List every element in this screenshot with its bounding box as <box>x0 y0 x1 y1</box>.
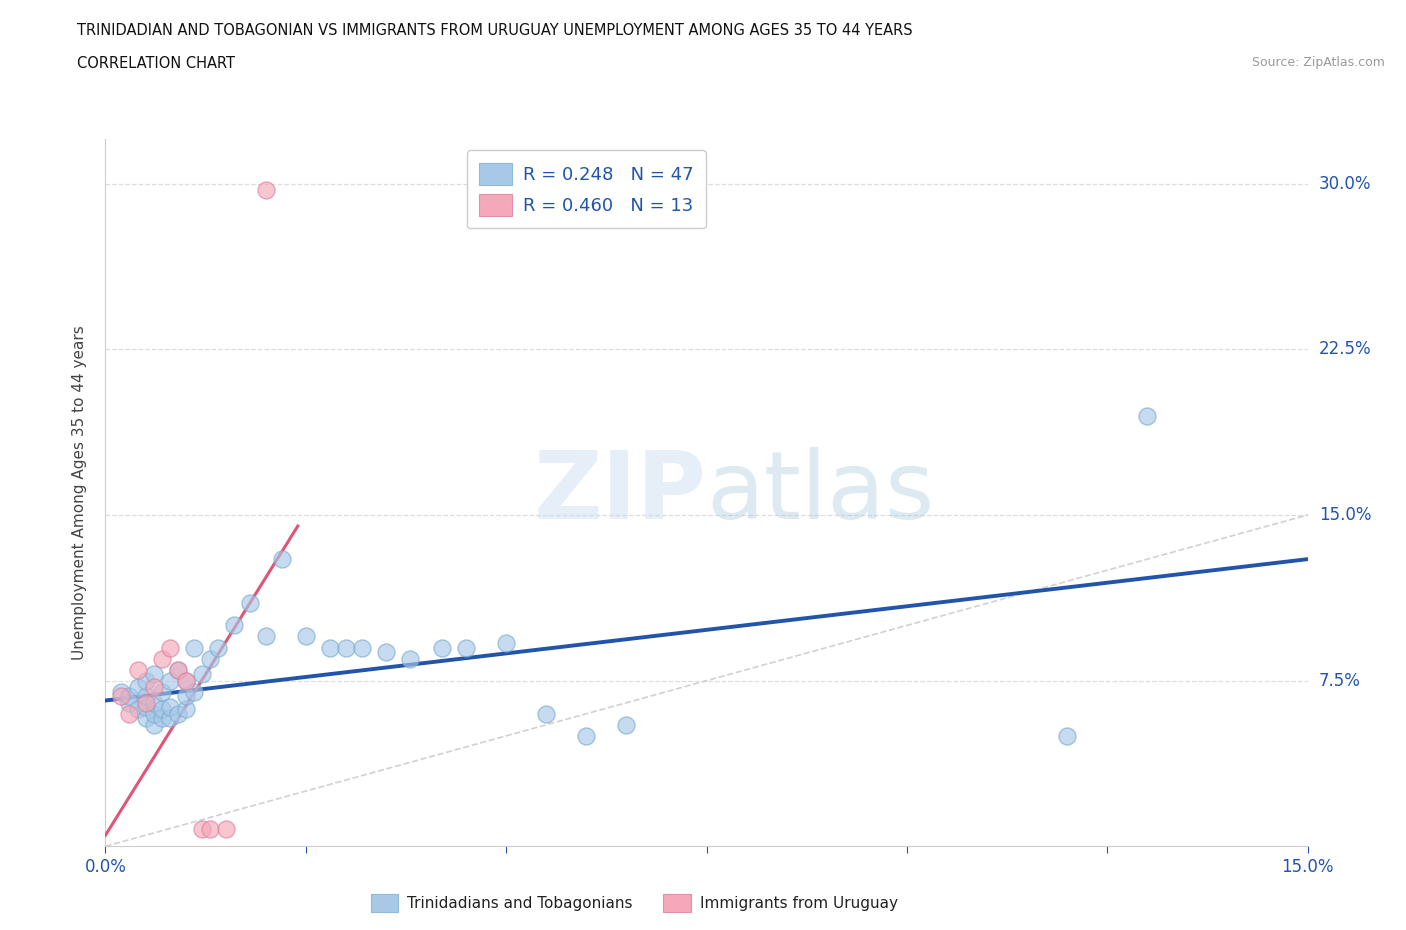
Point <box>110 688 132 703</box>
Point <box>110 684 132 699</box>
Point <box>142 696 165 711</box>
Text: Source: ZipAtlas.com: Source: ZipAtlas.com <box>1251 56 1385 69</box>
Point <box>207 640 229 655</box>
Point <box>150 651 173 666</box>
Point <box>135 688 157 703</box>
Point <box>254 629 277 644</box>
Text: 7.5%: 7.5% <box>1319 671 1361 690</box>
Point <box>335 640 357 655</box>
Point <box>127 662 149 677</box>
Point <box>135 696 157 711</box>
Point <box>575 728 598 743</box>
Point <box>454 640 477 655</box>
Point <box>118 707 141 722</box>
Point <box>150 711 173 725</box>
Point <box>127 680 149 695</box>
Point <box>142 667 165 682</box>
Text: 22.5%: 22.5% <box>1319 340 1371 358</box>
Point <box>183 640 205 655</box>
Point <box>142 707 165 722</box>
Point <box>222 618 245 633</box>
Point <box>150 684 173 699</box>
Point <box>254 183 277 198</box>
Point <box>118 688 141 703</box>
Point <box>430 640 453 655</box>
Text: atlas: atlas <box>707 447 935 538</box>
Point <box>495 636 517 651</box>
Point <box>190 667 212 682</box>
Point <box>135 673 157 688</box>
Point <box>399 651 422 666</box>
Point <box>1056 728 1078 743</box>
Point <box>190 821 212 836</box>
Point <box>198 651 221 666</box>
Point <box>159 673 181 688</box>
Point <box>159 699 181 714</box>
Legend: Trinidadians and Tobagonians, Immigrants from Uruguay: Trinidadians and Tobagonians, Immigrants… <box>363 886 905 920</box>
Point <box>295 629 318 644</box>
Point <box>534 707 557 722</box>
Point <box>174 702 197 717</box>
Point <box>270 551 292 566</box>
Point <box>159 711 181 725</box>
Y-axis label: Unemployment Among Ages 35 to 44 years: Unemployment Among Ages 35 to 44 years <box>72 326 87 660</box>
Point <box>166 662 188 677</box>
Point <box>174 673 197 688</box>
Text: ZIP: ZIP <box>534 447 707 538</box>
Point <box>135 699 157 714</box>
Text: CORRELATION CHART: CORRELATION CHART <box>77 56 235 71</box>
Point <box>135 711 157 725</box>
Point <box>214 821 236 836</box>
Point <box>183 684 205 699</box>
Text: 15.0%: 15.0% <box>1319 506 1371 524</box>
Point <box>142 717 165 732</box>
Point <box>150 702 173 717</box>
Point <box>166 662 188 677</box>
Point <box>142 680 165 695</box>
Point <box>374 644 398 659</box>
Point <box>198 821 221 836</box>
Point <box>174 673 197 688</box>
Text: 30.0%: 30.0% <box>1319 175 1371 193</box>
Point <box>1136 408 1159 423</box>
Point <box>127 702 149 717</box>
Text: TRINIDADIAN AND TOBAGONIAN VS IMMIGRANTS FROM URUGUAY UNEMPLOYMENT AMONG AGES 35: TRINIDADIAN AND TOBAGONIAN VS IMMIGRANTS… <box>77 23 912 38</box>
Point <box>159 640 181 655</box>
Point <box>239 596 262 611</box>
Point <box>118 696 141 711</box>
Point <box>166 707 188 722</box>
Point <box>350 640 373 655</box>
Point <box>319 640 342 655</box>
Point <box>616 717 638 732</box>
Point <box>174 688 197 703</box>
